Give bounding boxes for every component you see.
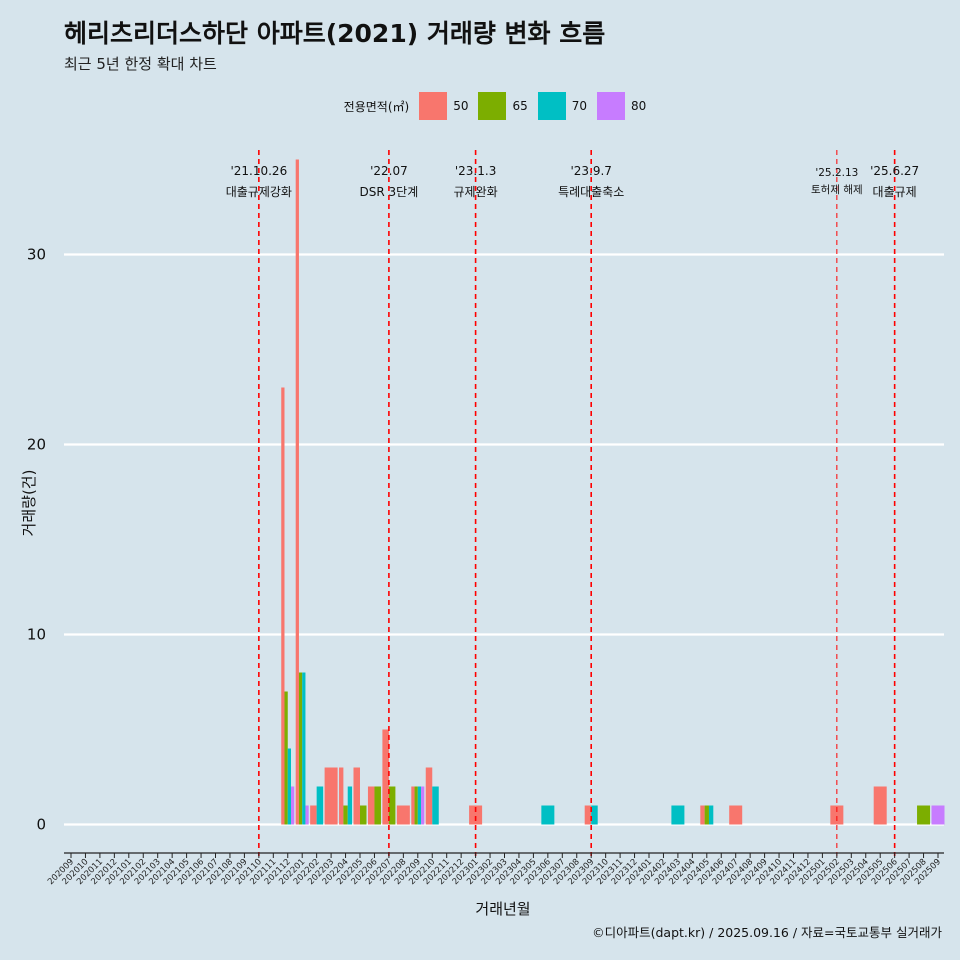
chart-title: 헤리츠리더스하단 아파트(2021) 거래량 변화 흐름 (64, 19, 606, 48)
legend-label-65: 65 (512, 99, 528, 113)
bar-202205-65 (360, 805, 367, 825)
annotation-lines (258, 150, 896, 856)
legend-label-80: 80 (631, 99, 647, 113)
y-tick-label: 30 (27, 246, 46, 264)
bar-202204-70 (347, 786, 353, 825)
y-tick-label: 20 (27, 436, 46, 454)
chart-subtitle: 최근 5년 한정 확대 차트 (64, 55, 217, 73)
legend-key-50 (419, 92, 448, 120)
bar-202508-65 (917, 805, 931, 825)
bar-202405-65 (704, 805, 709, 825)
legend-item-70: 70 (537, 92, 588, 120)
annotation-date: '25.2.13 (815, 167, 858, 179)
x-axis-label: 거래년월 (475, 900, 530, 918)
bar-202309-70 (591, 805, 598, 825)
legend-title: 전용면적(㎡) (343, 99, 410, 114)
legend: 전용면적(㎡) 50 65 70 80 (0, 92, 960, 120)
legend-key-80 (597, 92, 626, 120)
bar-202306-70 (541, 805, 555, 825)
y-tick-label: 0 (36, 816, 46, 834)
legend-key-70 (537, 92, 566, 120)
bar-202208-50 (396, 805, 410, 825)
bar-202204-50 (339, 767, 344, 825)
bar-202509-80 (931, 805, 945, 825)
legend-label-70: 70 (571, 99, 588, 113)
bar-202201-70 (302, 672, 306, 825)
annotation-date: '21.10.26 (230, 164, 287, 178)
bar-202206-65 (374, 786, 381, 825)
bar-202301-50 (469, 805, 483, 825)
bar-202201-65 (298, 672, 303, 825)
y-axis-label: 거래량(건) (20, 470, 38, 537)
annotation-text: 대출규제강화 (226, 185, 292, 199)
bar-202210-70 (432, 786, 439, 825)
legend-key-65 (478, 92, 507, 120)
legend-item-65: 65 (478, 92, 528, 120)
legend-item-50: 50 (419, 92, 468, 120)
bar-202209-50 (411, 786, 415, 825)
bar-202205-50 (353, 767, 361, 825)
bar-202204-65 (343, 805, 348, 825)
bar-202112-80 (291, 786, 295, 825)
bar-202206-50 (367, 786, 375, 825)
grid-lines (64, 253, 944, 826)
legend-item-80: 80 (597, 92, 646, 120)
bar-202207-65 (388, 786, 396, 825)
y-tick-label: 10 (27, 626, 46, 644)
annotation-text: DSR 3단계 (360, 185, 419, 199)
bar-202112-65 (284, 691, 288, 825)
x-axis: 2020092020102020112020122021012021022021… (46, 852, 944, 887)
bars (281, 159, 945, 825)
annotation-date: '23.1.3 (455, 164, 496, 178)
bar-202405-50 (700, 805, 705, 825)
annotation-text: 특례대출축소 (558, 185, 624, 199)
bar-202505-50 (873, 786, 887, 825)
legend-label-50: 50 (453, 99, 469, 113)
annotation-text: 규제완화 (454, 185, 498, 199)
bar-202202-50 (310, 805, 317, 825)
bar-202203-50 (324, 767, 338, 825)
bar-202405-70 (708, 805, 714, 825)
annotation-date: '22.07 (370, 164, 408, 178)
bar-202112-70 (287, 748, 292, 825)
bar-202209-80 (421, 786, 425, 825)
bar-202502-50 (830, 805, 844, 825)
bar-202407-50 (729, 805, 743, 825)
bar-202201-50 (295, 159, 299, 825)
annotation-date: '25.6.27 (870, 164, 919, 178)
bar-202403-70 (671, 805, 685, 825)
annotation-text: 대출규제 (873, 185, 917, 199)
annotation-labels: '21.10.26 대출규제강화 '22.07 DSR 3단계 '23.1.3 규제완화 '… (226, 164, 919, 199)
bar-202309-50 (584, 805, 592, 825)
caption: ©디아파트(dapt.kr) / 2025.09.16 / 자료=국토교통부 실… (592, 925, 942, 940)
bar-202207-50 (382, 729, 389, 825)
bar-202209-70 (417, 786, 422, 825)
y-tick-labels: 0 10 20 30 (27, 246, 46, 834)
annotation-text: 토허제 해제 (811, 183, 863, 196)
bar-202209-65 (414, 786, 418, 825)
bar-202210-50 (425, 767, 433, 825)
annotation-date: '23.9.7 (570, 164, 611, 178)
bar-202202-70 (316, 786, 324, 825)
bar-202201-80 (305, 805, 309, 825)
bar-202112-50 (281, 387, 285, 825)
